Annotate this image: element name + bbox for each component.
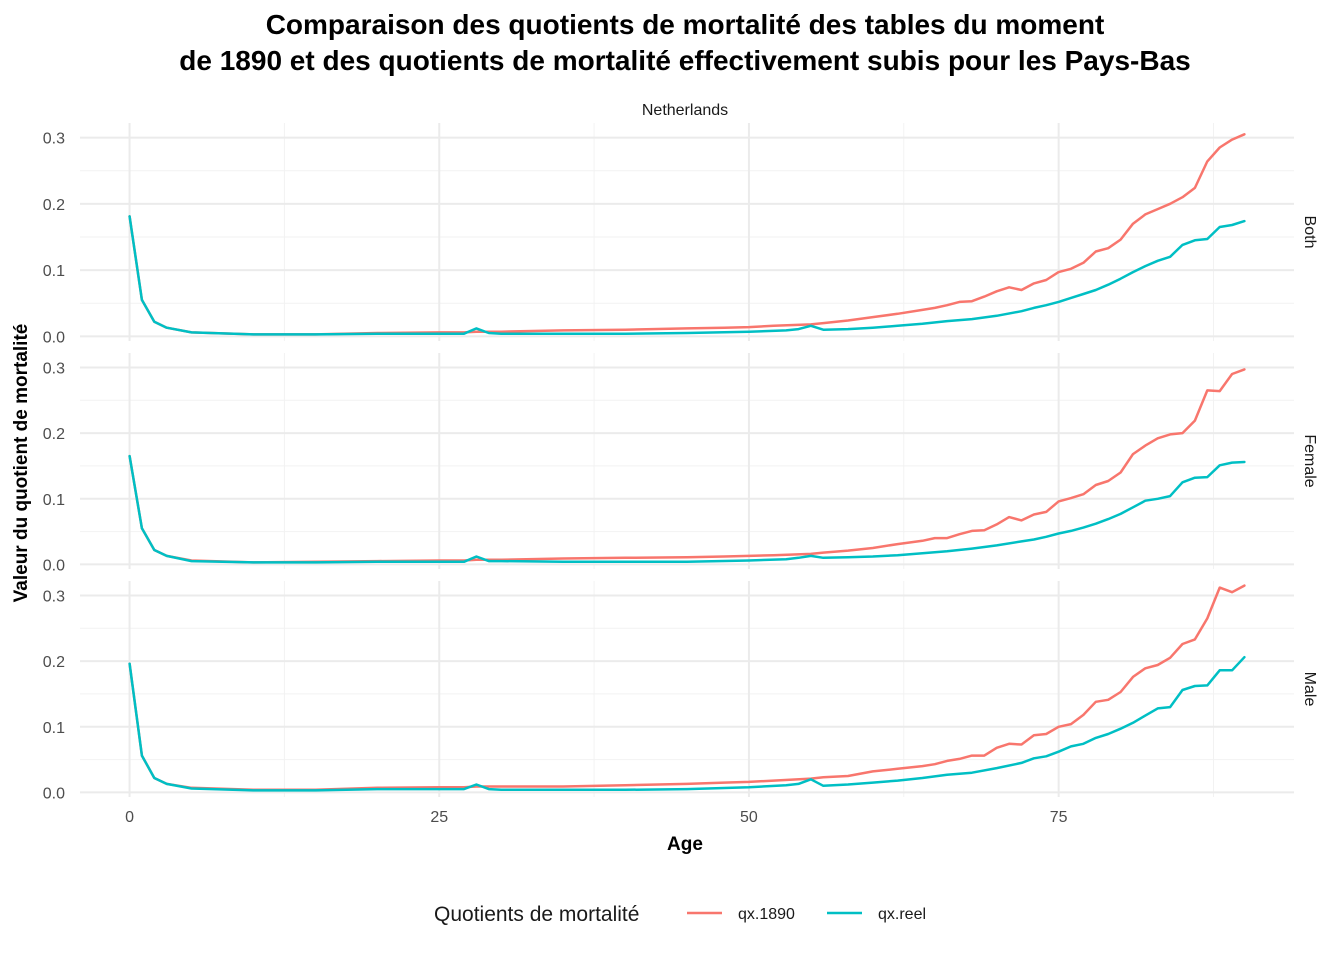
y-axis-label: Valeur du quotient de mortalité: [11, 324, 32, 603]
panel-male-y-tick-label: 0.0: [43, 785, 65, 802]
panels-group: 0.0 0.1 0.2 0.3 Both 0.0 0.1 0.2 0.3 Female 0.0 0.1…: [43, 123, 1318, 826]
panel-both-y-tick-label: 0.0: [43, 329, 65, 346]
panel-male-strip-label: Male: [1301, 672, 1318, 707]
x-axis-label: Age: [667, 834, 703, 855]
legend: Quotients de mortalité qx.1890 qx.reel: [434, 903, 926, 926]
legend-label-qxreel: qx.reel: [878, 906, 926, 923]
x-tick-label: 75: [1050, 809, 1068, 826]
facet-strip-top: Netherlands: [642, 102, 728, 119]
panel-both-series-qx1890: [128, 133, 1246, 336]
panel-female-series-qxreel: [128, 454, 1246, 564]
panel-both-y-tick-label: 0.1: [43, 263, 65, 280]
legend-label-qx1890: qx.1890: [738, 906, 795, 923]
panel-female-y-tick-label: 0.1: [43, 492, 65, 509]
x-tick-label: 25: [430, 809, 448, 826]
legend-title: Quotients de mortalité: [434, 903, 639, 926]
panel-both-strip-label: Both: [1301, 216, 1318, 249]
chart-title-line2: de 1890 et des quotients de mortalité ef…: [179, 45, 1190, 76]
panel-female-series-qx1890: [128, 368, 1246, 564]
panel-female-strip-label: Female: [1301, 434, 1318, 487]
panel-female-y-tick-label: 0.0: [43, 557, 65, 574]
x-tick-label: 50: [740, 809, 758, 826]
panel-male-series-qxreel: [128, 655, 1246, 792]
panel-both-y-tick-label: 0.3: [43, 131, 65, 148]
panel-male-y-tick-label: 0.2: [43, 654, 65, 671]
panel-female-y-tick-label: 0.2: [43, 426, 65, 443]
chart-title-line1: Comparaison des quotients de mortalité d…: [266, 9, 1105, 40]
panel-both-series-qxreel: [128, 215, 1246, 336]
panel-male-series-qx1890: [128, 584, 1246, 792]
x-tick-label: 0: [125, 809, 134, 826]
panel-both-y-tick-label: 0.2: [43, 197, 65, 214]
panel-male-y-tick-label: 0.3: [43, 588, 65, 605]
panel-male-y-tick-label: 0.1: [43, 720, 65, 737]
panel-female-y-tick-label: 0.3: [43, 360, 65, 377]
